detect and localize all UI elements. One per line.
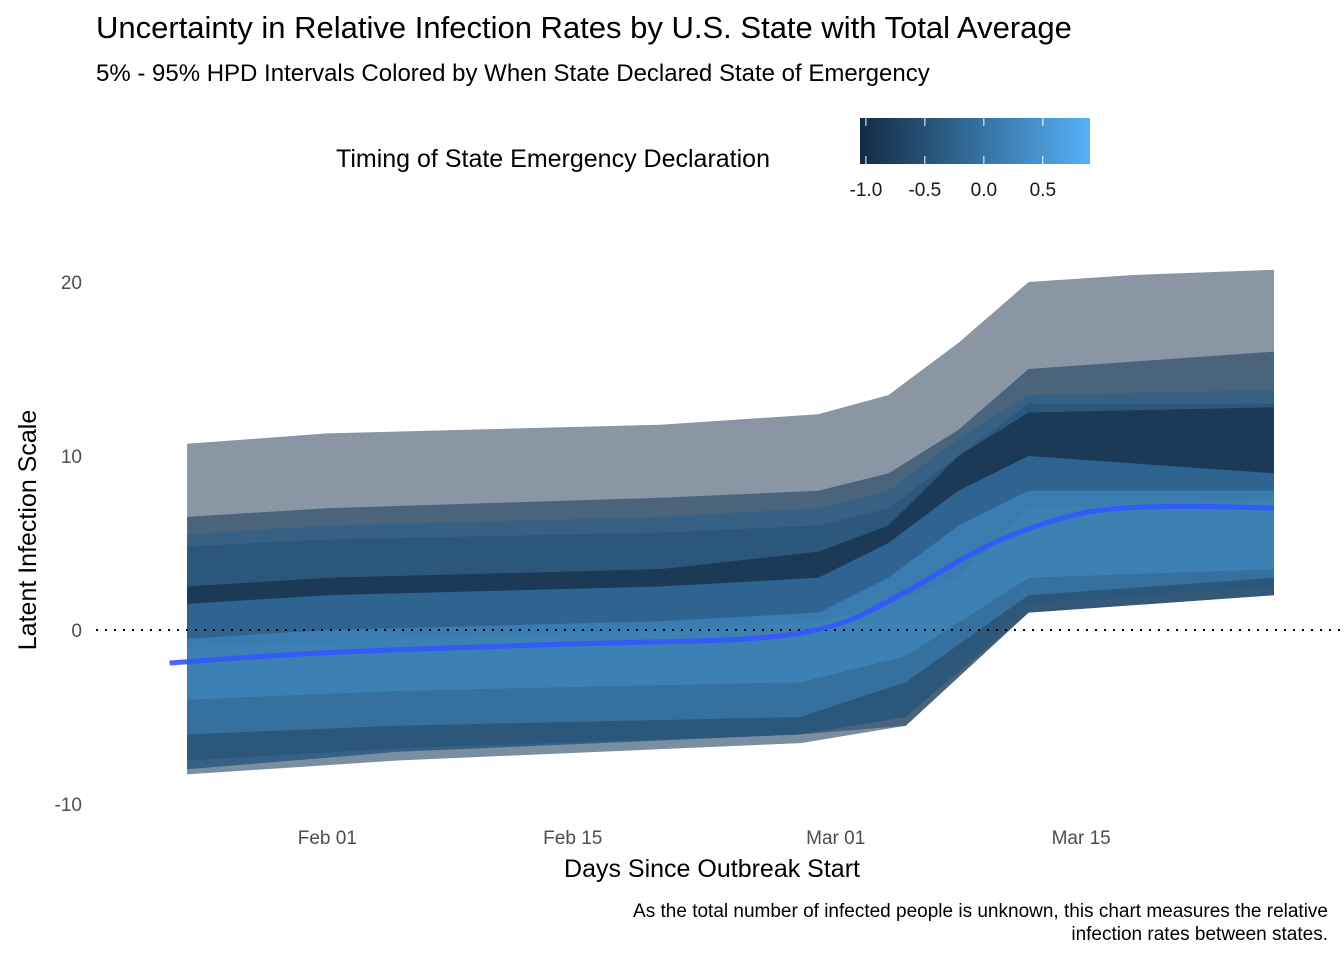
legend-tick-label: 0.0	[971, 180, 997, 201]
y-axis-title: Latent Infection Scale	[14, 410, 42, 650]
x-axis-title: Days Since Outbreak Start	[564, 855, 860, 883]
chart-subtitle: 5% - 95% HPD Intervals Colored by When S…	[96, 60, 930, 87]
caption-line-2: infection rates between states.	[1071, 924, 1328, 945]
average-line	[169, 503, 1275, 666]
legend-ticks: -1.0 -0.5 0.0 0.5	[850, 118, 1056, 201]
caption-line-1: As the total number of infected people i…	[633, 901, 1328, 922]
chart-caption: As the total number of infected people i…	[428, 900, 1328, 946]
legend-tick-label: -1.0	[850, 180, 883, 201]
legend-colorbar	[860, 118, 1090, 164]
legend-tick-label: 0.5	[1030, 180, 1056, 201]
y-axis-ticks: -10 0 10 20	[55, 273, 82, 816]
legend-tick-label: -0.5	[908, 180, 941, 201]
x-axis-ticks: Feb 01 Feb 15 Mar 01 Mar 15	[298, 828, 1111, 849]
interval-bands	[187, 269, 1275, 775]
x-tick-label: Mar 01	[806, 828, 865, 849]
y-tick-label: -10	[55, 795, 82, 816]
legend-title: Timing of State Emergency Declaration	[336, 145, 770, 173]
chart-title: Uncertainty in Relative Infection Rates …	[96, 10, 1072, 45]
y-tick-label: 20	[61, 273, 82, 294]
x-tick-label: Feb 15	[543, 828, 602, 849]
x-tick-label: Feb 01	[298, 828, 357, 849]
y-tick-label: 10	[61, 447, 82, 468]
x-tick-label: Mar 15	[1052, 828, 1111, 849]
y-tick-label: 0	[71, 621, 82, 642]
interval-band-5	[187, 407, 1275, 648]
